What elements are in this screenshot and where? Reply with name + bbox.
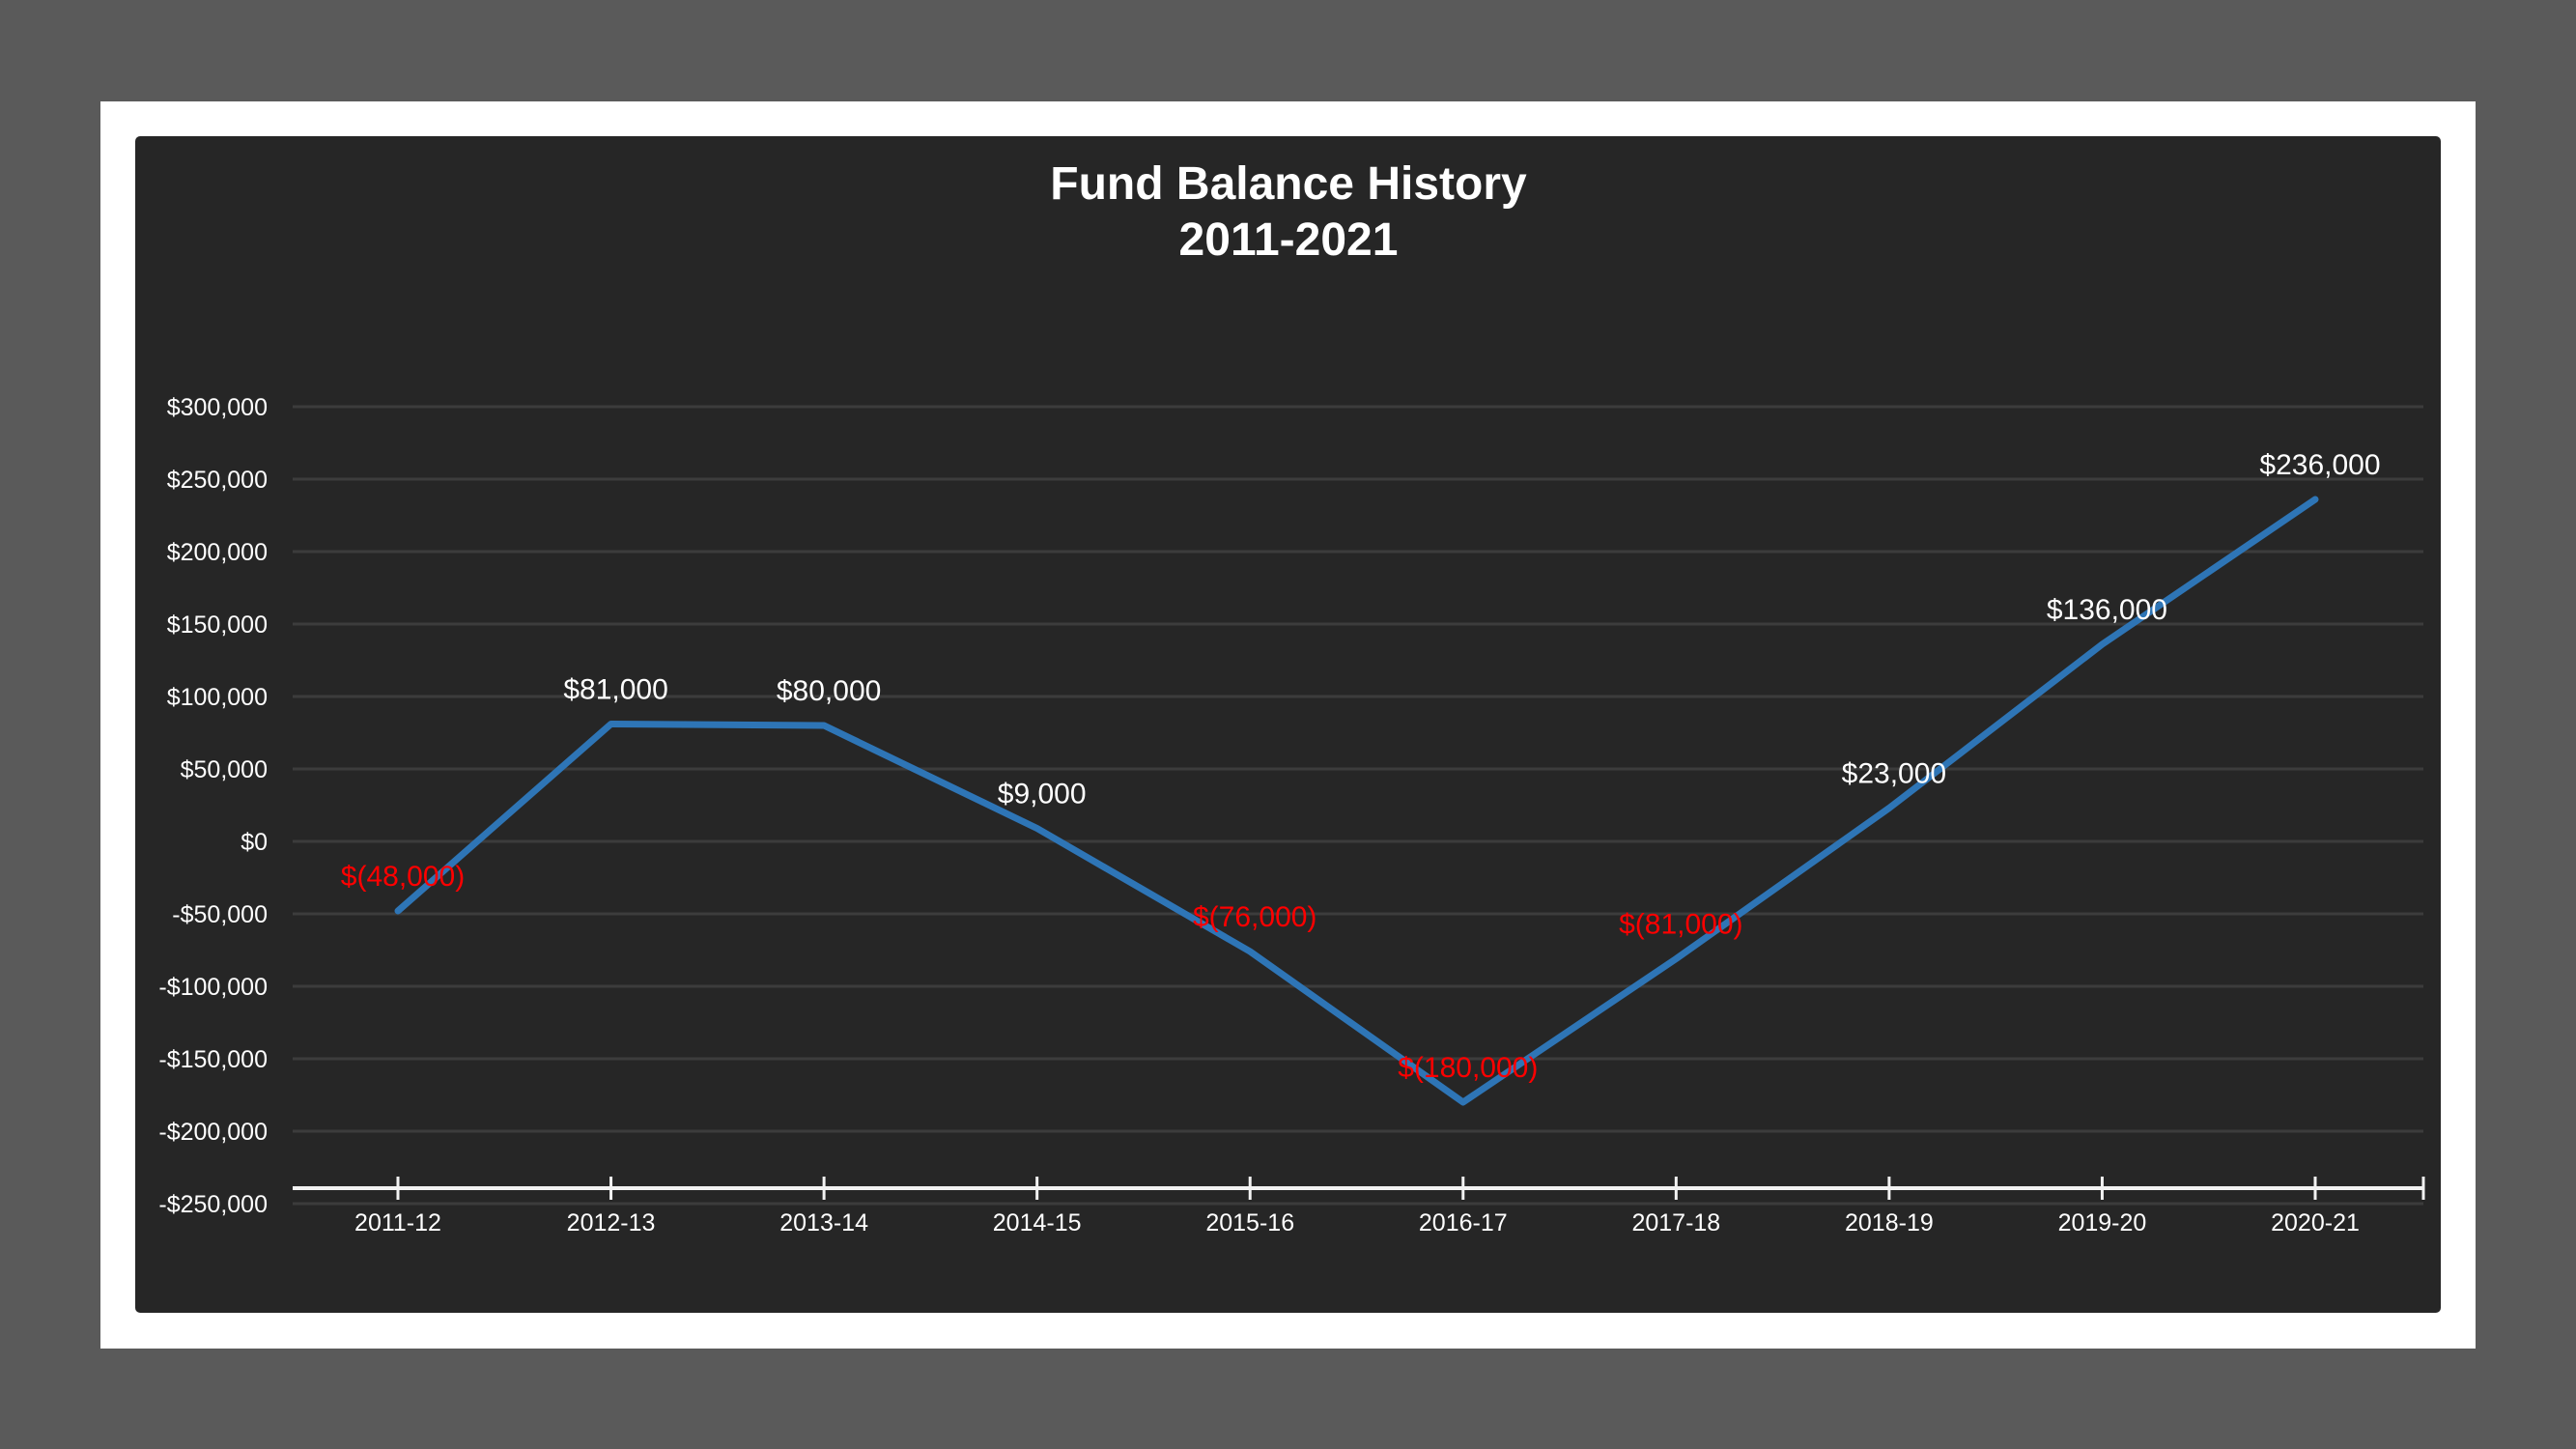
y-tick-label: -$100,000 — [158, 974, 268, 1001]
y-tick-label: -$200,000 — [158, 1119, 268, 1146]
x-tick-label: 2015-16 — [1205, 1209, 1294, 1236]
y-tick-label: $100,000 — [167, 684, 268, 711]
y-tick-label: $150,000 — [167, 611, 268, 639]
chart-title: Fund Balance History — [1050, 158, 1527, 210]
series-fund-balance — [394, 496, 2319, 1106]
data-label: $136,000 — [2047, 594, 2167, 626]
x-axis: 2011-12 2012-13 2013-14 2014-15 2015-16 2016-… — [293, 1177, 2425, 1236]
y-tick-label: $50,000 — [181, 756, 268, 783]
y-tick-label: $250,000 — [167, 467, 268, 494]
y-tick-label: $0 — [241, 829, 268, 856]
data-label: $(76,000) — [1193, 901, 1316, 933]
data-label: $23,000 — [1842, 758, 1946, 790]
x-tick-label: 2017-18 — [1631, 1209, 1720, 1236]
y-axis: $300,000 $250,000 $200,000 $150,000 $100,000… — [158, 394, 268, 1218]
data-label: $9,000 — [998, 779, 1087, 810]
x-tick-label: 2011-12 — [354, 1209, 441, 1236]
y-tick-label: -$150,000 — [158, 1046, 268, 1073]
y-tick-label: -$50,000 — [172, 901, 268, 928]
data-label: $236,000 — [2259, 449, 2380, 481]
x-tick-label: 2016-17 — [1419, 1209, 1508, 1236]
chart-panel — [135, 136, 2441, 1313]
data-labels: $(48,000) $81,000 $80,000 $9,000 $(76,000) $(… — [341, 449, 2381, 1084]
data-label: $(48,000) — [341, 861, 465, 893]
x-tick-label: 2014-15 — [993, 1209, 1082, 1236]
data-label: $(180,000) — [1398, 1052, 1538, 1084]
x-tick-label: 2020-21 — [2271, 1209, 2360, 1236]
chart-subtitle: 2011-2021 — [1179, 214, 1399, 266]
y-tick-label: $200,000 — [167, 539, 268, 566]
series-line — [394, 496, 2319, 1106]
x-tick-label: 2019-20 — [2058, 1209, 2147, 1236]
y-tick-label: -$250,000 — [158, 1191, 268, 1218]
data-label: $81,000 — [563, 674, 667, 706]
x-tick-label: 2013-14 — [779, 1209, 868, 1236]
gridlines — [293, 405, 2423, 1206]
x-tick-label: 2012-13 — [567, 1209, 656, 1236]
x-tick-label: 2018-19 — [1845, 1209, 1934, 1236]
y-tick-label: $300,000 — [167, 394, 268, 421]
data-label: $(81,000) — [1619, 909, 1742, 941]
data-label: $80,000 — [777, 675, 881, 707]
